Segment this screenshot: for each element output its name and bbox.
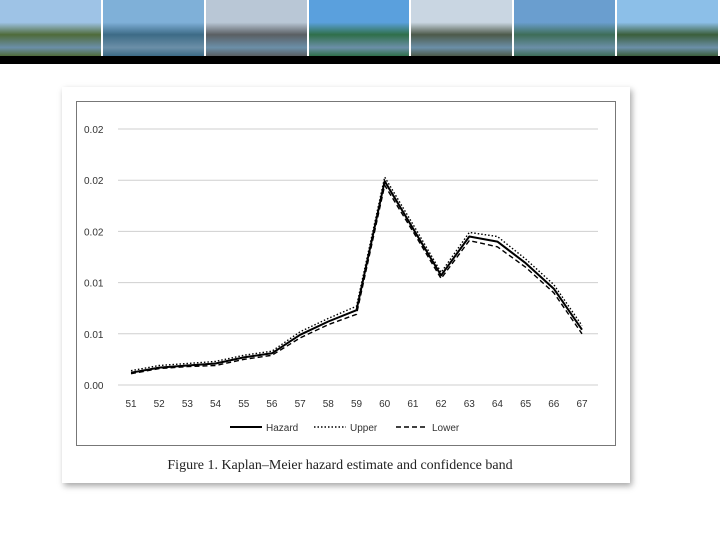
x-tick-label: 66 [548, 399, 560, 410]
y-tick-label: 0.00 [84, 381, 104, 392]
x-tick-label: 65 [520, 399, 532, 410]
banner-photo-hillside-town [0, 0, 103, 56]
y-tick-label: 0.02 [84, 125, 104, 136]
x-tick-label: 67 [576, 399, 588, 410]
x-tick-label: 53 [182, 399, 194, 410]
y-tick-label: 0.01 [84, 279, 104, 290]
banner-divider [0, 56, 720, 64]
plot-frame [76, 101, 616, 446]
banner-photo-lake-city [102, 0, 206, 56]
legend-label-upper: Upper [350, 423, 378, 434]
series-line-upper [130, 176, 583, 372]
figure-caption: Figure 1. Kaplan–Meier hazard estimate a… [0, 458, 720, 474]
y-tick-label: 0.01 [84, 330, 104, 341]
y-tick-label: 0.02 [84, 227, 104, 238]
series-line-hazard [130, 180, 583, 374]
legend-label-lower: Lower [432, 423, 460, 434]
x-tick-label: 59 [351, 399, 363, 410]
banner-photo-promenade-trees [617, 0, 720, 56]
banner-photo-lakeside-promenade [205, 0, 309, 56]
caption-text: Figure 1. Kaplan–Meier hazard estimate a… [167, 458, 513, 473]
x-tick-label: 62 [436, 399, 448, 410]
x-tick-label: 56 [266, 399, 278, 410]
x-tick-label: 52 [154, 399, 166, 410]
x-tick-label: 60 [379, 399, 391, 410]
x-tick-label: 61 [407, 399, 419, 410]
banner-photo-lake-clouds [514, 0, 618, 56]
x-tick-label: 64 [492, 399, 504, 410]
legend-label-hazard: Hazard [266, 423, 298, 434]
banner-photo-aerial-lake [411, 0, 515, 56]
photo-banner [0, 0, 720, 56]
series-line-lower [130, 184, 583, 375]
x-tick-label: 55 [238, 399, 250, 410]
banner-photo-lake-mountain [308, 0, 412, 56]
x-tick-label: 54 [210, 399, 222, 410]
x-tick-label: 58 [323, 399, 335, 410]
x-tick-label: 63 [464, 399, 476, 410]
x-tick-label: 51 [125, 399, 137, 410]
x-tick-label: 57 [295, 399, 307, 410]
y-tick-label: 0.02 [84, 176, 104, 187]
